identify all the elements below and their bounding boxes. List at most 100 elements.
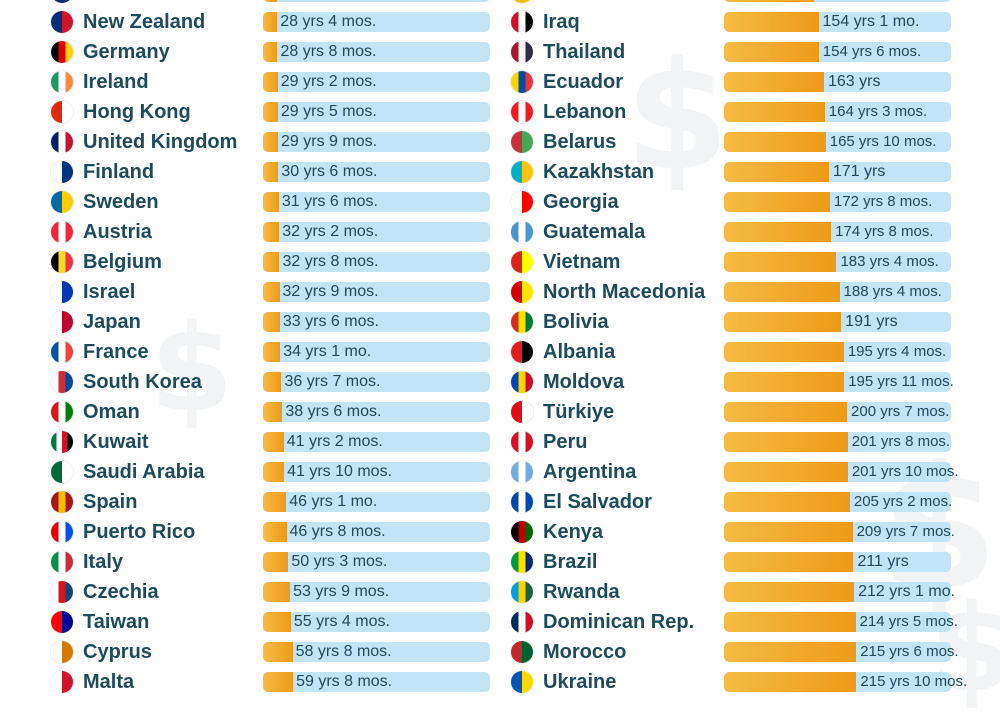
country-label: Taiwan [83,611,150,633]
bar-track [724,402,951,422]
flag-icon [51,131,73,153]
bar-row-south-korea: South Korea 36 yrs 7 mos. [0,367,1000,397]
value-label: 174 yrs 8 mos. [835,223,934,240]
value-label: 205 yrs 2 mos. [853,493,953,510]
value-label: 55 yrs 4 mos. [293,613,390,630]
bar-fill [724,162,829,182]
country-label: El Salvador [543,491,652,513]
bar-track [724,552,951,572]
country-label: Czechia [83,581,159,603]
flag-icon [51,461,73,483]
bar-fill [263,132,278,152]
bar-fill [263,42,278,62]
bar-row-el-salvador: El Salvador 205 yrs 2 mos. [0,487,1000,517]
flag-icon [511,581,533,603]
bar-track [263,432,490,452]
value-label: 214 yrs 5 mos. [859,613,958,630]
flag-icon [51,611,73,633]
flag-icon [511,611,533,633]
value-label: 29 yrs 5 mos. [280,103,377,120]
bar-row-belgium: Belgium 32 yrs 8 mos. [0,247,1000,277]
bar-track [724,522,951,542]
flag-icon [51,581,73,603]
bar-fill [263,402,283,422]
bar-row-albania: Albania 195 yrs 4 mos. [0,337,1000,367]
value-label: 58 yrs 8 mos. [295,643,392,660]
country-label: Cyprus [83,641,152,663]
chart-bars: 27 yrs 10 mos. New Zealand 28 yrs 4 mos. Ge… [0,0,1000,697]
bar-fill [263,462,285,482]
bar-fill [263,252,280,272]
flag-icon [511,41,533,63]
value-label: 32 yrs 8 mos. [282,253,379,270]
bar-track [263,342,490,362]
country-label: Finland [83,161,155,183]
bar-track [263,462,490,482]
flag-icon [511,11,533,33]
bar-track [724,312,951,332]
flag-icon [511,551,533,573]
bar-row-iraq: Iraq 154 yrs 1 mo. [0,7,1000,37]
flag-icon [51,641,73,663]
flag-icon [51,341,73,363]
flag-icon [511,131,533,153]
value-label: 34 yrs 1 mo. [283,343,372,360]
bar-fill [263,642,293,662]
value-label: 53 yrs 9 mos. [293,583,390,600]
bar-track [724,192,951,212]
bar-fill [724,372,845,392]
country-label: Lebanon [543,101,627,123]
value-label: 146 yrs 5 mos. [818,0,916,2]
flag-icon [51,11,73,33]
bar-fill [724,462,848,482]
bar-fill [724,432,848,452]
value-label: 165 yrs 10 mos. [829,133,937,150]
value-label: 171 yrs [832,163,886,180]
bar-row-oman: Oman 38 yrs 6 mos. [0,397,1000,427]
flag-icon [51,251,73,273]
bar-fill [724,222,832,242]
flag-icon [511,371,533,393]
value-label: 32 yrs 2 mos. [282,223,379,240]
bar-track [724,162,951,182]
bar-fill [263,552,289,572]
country-label: Albania [543,341,616,363]
country-label: Malta [83,671,135,693]
flag-icon [511,71,533,93]
bar-track [263,402,490,422]
bar-track [263,72,490,92]
value-label: 201 yrs 10 mos. [851,463,959,480]
bar-row-ukraine: Ukraine 215 yrs 10 mos. [0,667,1000,697]
country-label: United Kingdom [83,131,238,153]
bar-row-hong-kong: Hong Kong 29 yrs 5 mos. [0,97,1000,127]
bar-row-argentina: Argentina 201 yrs 10 mos. [0,457,1000,487]
flag-icon [51,671,73,693]
bar-fill [724,582,855,602]
bar-fill [724,672,857,692]
bar-fill [724,642,857,662]
flag-icon [511,311,533,333]
bar-fill [724,192,830,212]
bar-fill [724,612,856,632]
flag-icon [51,521,73,543]
bar-track [724,642,951,662]
bar-row-morocco: Morocco 215 yrs 6 mos. [0,637,1000,667]
bar-track [724,492,951,512]
value-label: 36 yrs 7 mos. [284,373,381,390]
bar-row-austria: Austria 32 yrs 2 mos. [0,217,1000,247]
flag-icon [511,161,533,183]
value-label: 38 yrs 6 mos. [285,403,382,420]
country-label: Ireland [83,71,149,93]
country-label: Austria [83,221,152,243]
bar-track [263,222,490,242]
bar-row-ireland: Ireland 29 yrs 2 mos. [0,67,1000,97]
value-label: 212 yrs 1 mo. [858,583,956,600]
value-label: 172 yrs 8 mos. [833,193,933,210]
value-label: 29 yrs 2 mos. [280,73,377,90]
country-label: North Macedonia [543,281,706,303]
country-label: Dominican Rep. [543,611,695,633]
country-label: Brazil [543,551,598,573]
bar-row-north-macedonia: North Macedonia 188 yrs 4 mos. [0,277,1000,307]
bar-fill [724,72,824,92]
flag-icon [511,341,533,363]
